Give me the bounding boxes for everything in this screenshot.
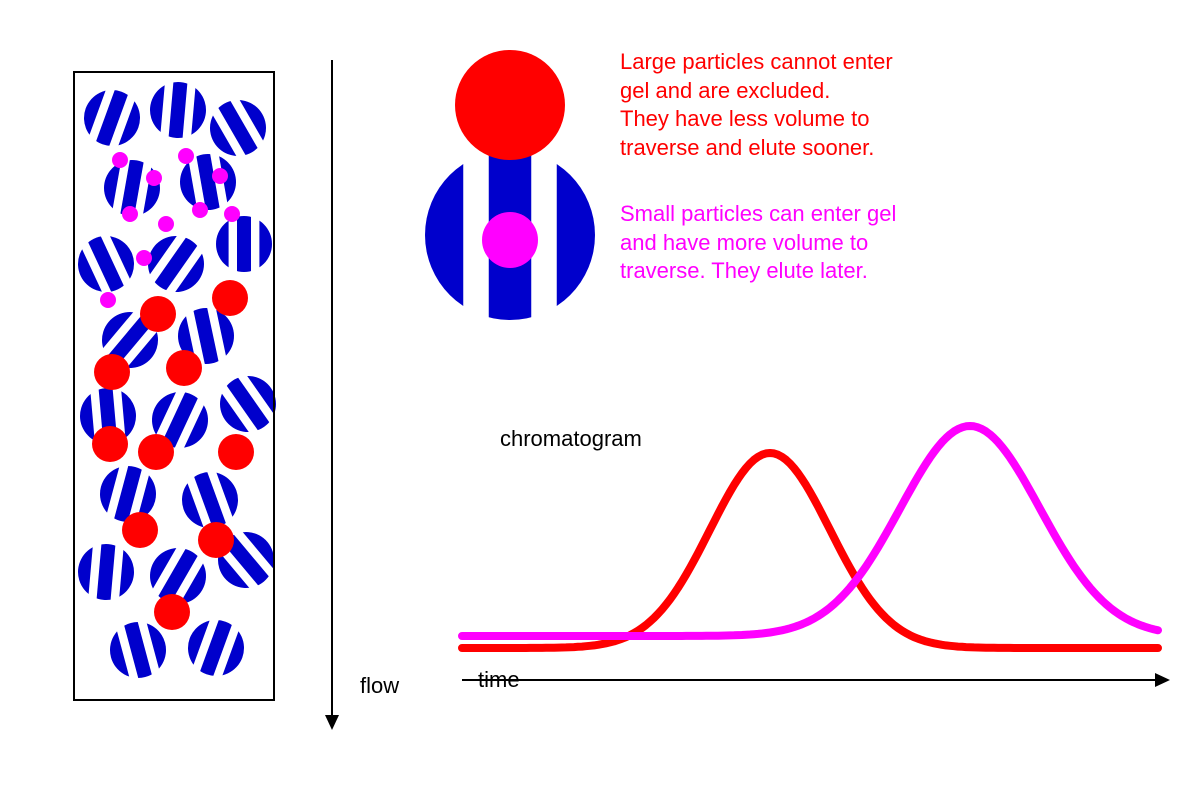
small-particle xyxy=(192,202,208,218)
large-particle xyxy=(154,594,190,630)
legend-diagram xyxy=(425,50,595,321)
large-particle xyxy=(138,434,174,470)
chromatogram-label: chromatogram xyxy=(500,425,642,454)
small-particle xyxy=(112,152,128,168)
flow-label: flow xyxy=(360,672,399,701)
large-particle xyxy=(198,522,234,558)
small-particle xyxy=(224,206,240,222)
small-particle xyxy=(136,250,152,266)
gel-bead xyxy=(148,79,209,142)
large-particle xyxy=(218,434,254,470)
legend-large-particle xyxy=(455,50,565,160)
gel-bead xyxy=(76,541,137,604)
small-particle xyxy=(158,216,174,232)
large-particle xyxy=(212,280,248,316)
gel-bead xyxy=(76,81,148,155)
chromatogram xyxy=(462,426,1170,687)
gel-bead xyxy=(180,611,252,685)
gel-bead xyxy=(68,226,143,302)
small-particle xyxy=(100,292,116,308)
chromatogram-peak-small xyxy=(462,426,1158,636)
large-particle-description: Large particles cannot enter gel and are… xyxy=(620,48,893,162)
small-particle xyxy=(146,170,162,186)
gel-bead xyxy=(216,215,272,273)
large-particle xyxy=(94,354,130,390)
large-particle xyxy=(122,512,158,548)
large-particle xyxy=(92,426,128,462)
chromatography-column xyxy=(68,72,287,700)
large-particle xyxy=(166,350,202,386)
small-particle xyxy=(212,168,228,184)
diagram-canvas xyxy=(0,0,1200,800)
large-particle xyxy=(140,296,176,332)
small-particle xyxy=(178,148,194,164)
legend-small-particle xyxy=(482,212,538,268)
gel-bead xyxy=(208,364,287,444)
time-axis-arrowhead xyxy=(1155,673,1170,687)
small-particle xyxy=(122,206,138,222)
small-particle-description: Small particles can enter gel and have m… xyxy=(620,200,896,286)
flow-arrow-head xyxy=(325,715,339,730)
time-axis-label: time xyxy=(478,666,520,695)
